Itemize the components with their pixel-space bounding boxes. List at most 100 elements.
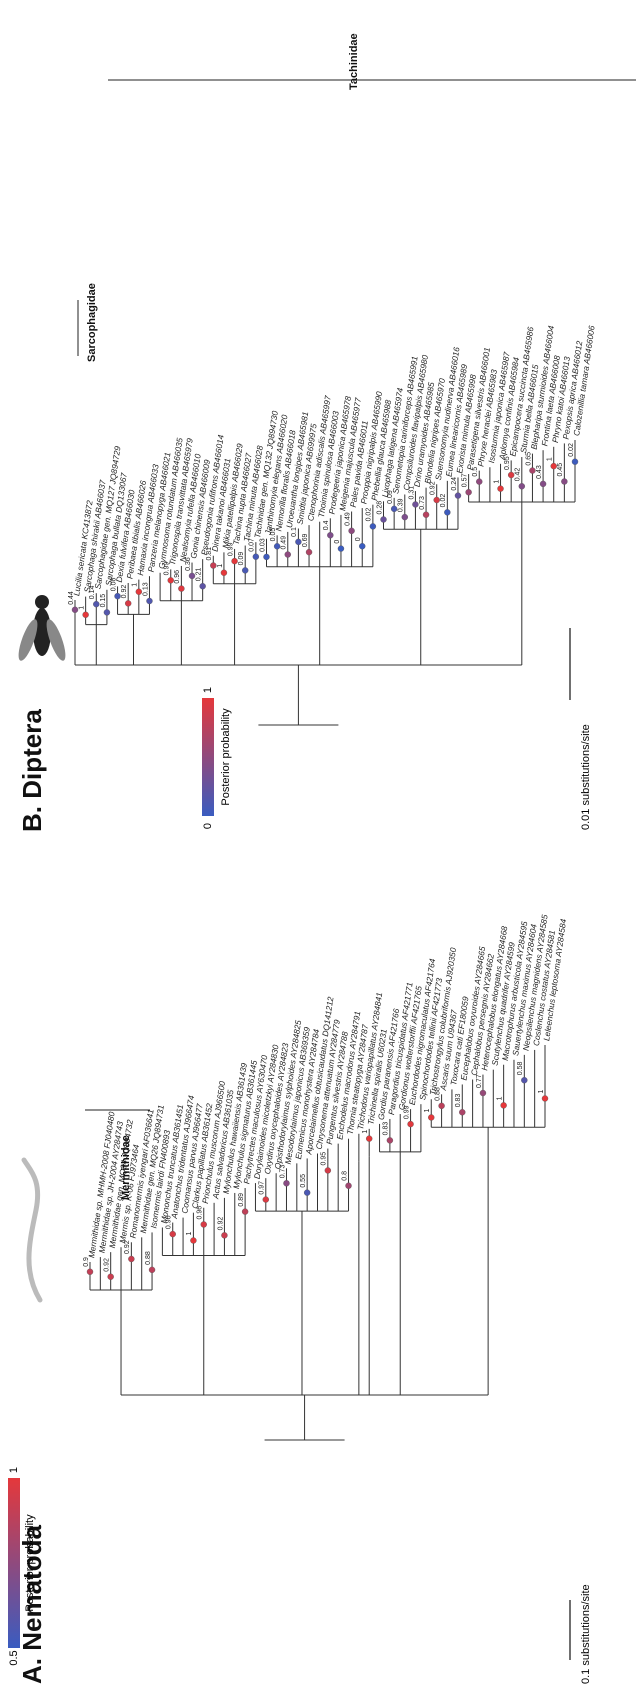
support-node xyxy=(433,496,440,504)
support-value: 0.92 xyxy=(104,1258,111,1272)
support-value: 1 xyxy=(496,1096,503,1100)
support-value: 0 xyxy=(334,540,341,544)
support-node xyxy=(71,606,79,613)
support-node xyxy=(114,592,121,600)
support-value: 0.58 xyxy=(517,1061,524,1075)
support-value: 0.02 xyxy=(366,508,373,522)
support-node xyxy=(107,1273,114,1280)
support-value: 0.49 xyxy=(281,536,288,550)
support-node xyxy=(231,557,238,565)
support-value: 1 xyxy=(217,564,224,568)
support-node xyxy=(521,1076,528,1084)
support-value: 0.92 xyxy=(217,1217,224,1231)
support-node xyxy=(128,1255,135,1263)
support-node xyxy=(407,1120,414,1128)
support-node xyxy=(500,1102,507,1109)
support-node xyxy=(86,1268,94,1276)
support-value: 0.02 xyxy=(440,494,447,508)
support-node xyxy=(241,1208,249,1215)
support-value: 0.36 xyxy=(185,557,192,571)
support-node xyxy=(412,501,419,508)
support-value: 0 xyxy=(355,537,362,541)
support-node xyxy=(284,551,291,558)
support-node xyxy=(518,483,526,490)
support-value: 0.5 xyxy=(472,467,479,477)
support-node xyxy=(135,588,143,595)
support-value: 1 xyxy=(78,606,85,610)
support-node xyxy=(82,611,89,618)
support-value: 1 xyxy=(362,1130,369,1134)
support-value: 0.45 xyxy=(557,463,564,477)
support-node xyxy=(359,543,366,550)
support-node xyxy=(295,538,302,546)
support-value: 1 xyxy=(132,583,139,587)
support-value: 0.09 xyxy=(238,552,245,566)
legend-bar xyxy=(8,1478,20,1648)
support-node xyxy=(539,480,547,488)
fly-icon xyxy=(18,595,66,661)
support-node xyxy=(167,577,174,584)
support-value: 0.57 xyxy=(461,474,468,488)
support-node xyxy=(454,492,462,499)
support-node xyxy=(348,527,355,535)
support-value: 0.28 xyxy=(376,501,383,515)
support-node xyxy=(459,1109,466,1116)
support-value: 1 xyxy=(424,1108,431,1112)
support-node xyxy=(507,471,515,479)
support-node xyxy=(242,567,249,574)
support-node xyxy=(337,545,345,552)
support-node xyxy=(444,509,451,516)
support-node xyxy=(541,1095,549,1102)
support-value: 0.99 xyxy=(403,1105,410,1119)
support-node xyxy=(169,1230,176,1238)
support-node xyxy=(283,1180,290,1187)
support-node xyxy=(200,1221,207,1228)
support-value: 0.92 xyxy=(124,1240,131,1254)
support-value: 0.03 xyxy=(259,538,266,552)
support-value: 0.1 xyxy=(291,527,298,537)
support-node xyxy=(422,511,430,518)
clade-label: Mermithidae xyxy=(120,1135,132,1200)
support-node xyxy=(438,1102,445,1110)
support-node xyxy=(124,600,132,607)
support-value: 0.39 xyxy=(398,498,405,512)
support-value: 0.24 xyxy=(451,477,458,491)
legend-min: 0.5 xyxy=(8,1650,20,1665)
support-value: 0.9 xyxy=(83,1257,90,1267)
support-node xyxy=(327,532,334,539)
support-value: 0.4 xyxy=(323,520,330,530)
support-node xyxy=(190,1237,197,1244)
support-value: 0.05 xyxy=(270,528,277,542)
support-value: 0.44 xyxy=(68,591,75,605)
support-value: 0.07 xyxy=(249,538,256,552)
support-node xyxy=(262,1196,269,1203)
support-node xyxy=(146,597,153,605)
support-node xyxy=(571,458,579,465)
support-value: 0.95 xyxy=(504,456,511,470)
support-value: 0.99 xyxy=(164,562,171,576)
support-value: 0.73 xyxy=(279,1165,286,1179)
support-node xyxy=(263,553,270,561)
support-node xyxy=(178,585,185,592)
support-value: 0.99 xyxy=(227,542,234,556)
support-node xyxy=(103,609,111,616)
support-value: 0.83 xyxy=(383,1122,390,1136)
support-value: 0.88 xyxy=(434,1087,441,1101)
support-value: 0.77 xyxy=(476,1074,483,1088)
support-value: 1 xyxy=(538,1089,545,1093)
support-value: 0.69 xyxy=(302,533,309,547)
support-node xyxy=(303,1189,311,1196)
support-value: 1 xyxy=(547,457,554,461)
panel-title: B. Diptera xyxy=(17,709,47,832)
support-node xyxy=(93,600,100,608)
support-node xyxy=(199,583,206,590)
support-value: 0.73 xyxy=(419,496,426,510)
worm-icon xyxy=(21,1157,43,1303)
legend-title: Posterior probability xyxy=(24,1514,36,1612)
support-node xyxy=(220,569,228,576)
support-value: 0.97 xyxy=(259,1181,266,1195)
support-value: 0.92 xyxy=(430,481,437,495)
support-value: 0.02 xyxy=(568,443,575,457)
support-node xyxy=(465,489,472,496)
